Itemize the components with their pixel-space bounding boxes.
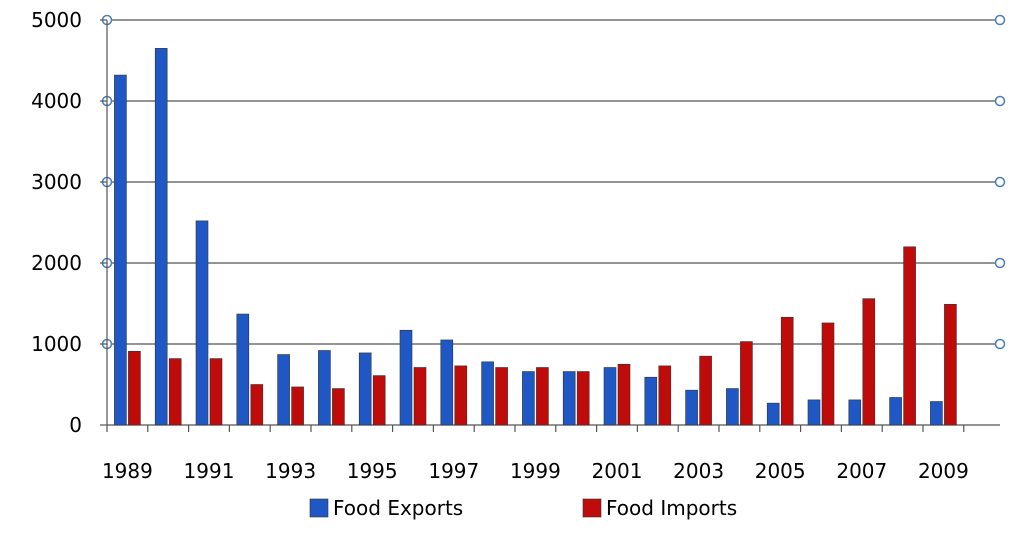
x-tick-label: 1999 bbox=[510, 459, 561, 483]
y-tick-label: 2000 bbox=[31, 251, 82, 275]
grid-lines bbox=[101, 14, 1006, 350]
bar-food-imports bbox=[617, 363, 631, 426]
legend-swatch-food-imports bbox=[582, 498, 602, 518]
gridline-marker-right bbox=[994, 257, 1006, 269]
gridline-marker-right bbox=[994, 176, 1006, 188]
bar-food-imports bbox=[291, 386, 304, 426]
gridline-marker-right bbox=[994, 95, 1006, 107]
x-tick-label: 1989 bbox=[102, 459, 153, 483]
bar-food-exports bbox=[807, 399, 821, 426]
bar-food-imports bbox=[740, 341, 753, 426]
gridline-marker-right bbox=[994, 338, 1006, 350]
bars bbox=[114, 48, 957, 426]
bar-food-imports bbox=[128, 350, 141, 426]
bar-food-exports bbox=[440, 339, 454, 426]
bar-food-exports bbox=[644, 376, 658, 426]
bar-food-imports bbox=[699, 355, 712, 426]
bar-food-exports bbox=[848, 399, 862, 426]
y-tick-label: 1000 bbox=[31, 332, 82, 356]
bar-food-exports bbox=[481, 361, 494, 426]
bar-food-imports bbox=[495, 367, 508, 426]
y-tick-label: 5000 bbox=[31, 8, 82, 32]
x-tick-label: 1991 bbox=[184, 459, 235, 483]
bar-food-imports bbox=[332, 388, 345, 426]
bar-food-exports bbox=[726, 388, 739, 426]
bar-food-imports bbox=[658, 365, 672, 426]
x-tick-label: 1993 bbox=[265, 459, 316, 483]
bar-food-imports bbox=[944, 304, 957, 426]
bar-food-exports bbox=[889, 397, 902, 426]
x-tick-label: 2009 bbox=[918, 459, 969, 483]
bar-food-imports bbox=[454, 365, 468, 426]
x-tick-label: 2007 bbox=[836, 459, 887, 483]
legend-swatch-food-exports bbox=[309, 498, 329, 518]
bar-food-exports bbox=[522, 371, 535, 426]
bar-food-imports bbox=[576, 371, 590, 426]
legend-label-food-exports: Food Exports bbox=[333, 496, 463, 520]
x-tick-label: 2001 bbox=[592, 459, 643, 483]
bar-food-imports bbox=[209, 358, 223, 426]
bar-food-imports bbox=[250, 384, 264, 426]
x-tick-label: 2003 bbox=[673, 459, 724, 483]
x-tick-label: 1997 bbox=[428, 459, 479, 483]
bar-food-exports bbox=[114, 74, 127, 426]
y-tick-label: 0 bbox=[69, 413, 82, 437]
bar-food-imports bbox=[168, 358, 182, 426]
bar-food-exports bbox=[399, 329, 413, 426]
bar-food-imports bbox=[780, 316, 794, 426]
bar-food-exports bbox=[766, 402, 780, 426]
x-tick-label: 2005 bbox=[755, 459, 806, 483]
bar-food-imports bbox=[372, 375, 386, 426]
bar-food-exports bbox=[685, 389, 698, 426]
bar-food-exports bbox=[603, 367, 617, 426]
bar-food-exports bbox=[277, 354, 290, 426]
bar-food-exports bbox=[562, 371, 576, 426]
bar-food-imports bbox=[536, 367, 549, 426]
y-tick-label: 3000 bbox=[31, 170, 82, 194]
gridline-marker-right bbox=[994, 14, 1006, 26]
bar-food-exports bbox=[318, 350, 331, 426]
bar-food-imports bbox=[413, 367, 427, 426]
bar-food-exports bbox=[236, 313, 250, 426]
legend-label-food-imports: Food Imports bbox=[606, 496, 737, 520]
tick-labels: 0 1000 2000 3000 4000 5000 1989 1991 1993 1995 199… bbox=[31, 8, 969, 483]
y-tick-label: 4000 bbox=[31, 89, 82, 113]
bar-food-exports bbox=[358, 352, 372, 426]
bar-food-imports bbox=[821, 322, 835, 426]
bar-food-imports bbox=[862, 298, 876, 426]
x-tick-label: 1995 bbox=[347, 459, 398, 483]
bar-food-exports bbox=[930, 401, 943, 426]
bar-food-exports bbox=[195, 220, 209, 426]
legend: Food Exports Food Imports bbox=[309, 496, 737, 520]
bar-food-imports bbox=[903, 246, 916, 426]
bar-food-exports bbox=[154, 48, 168, 426]
